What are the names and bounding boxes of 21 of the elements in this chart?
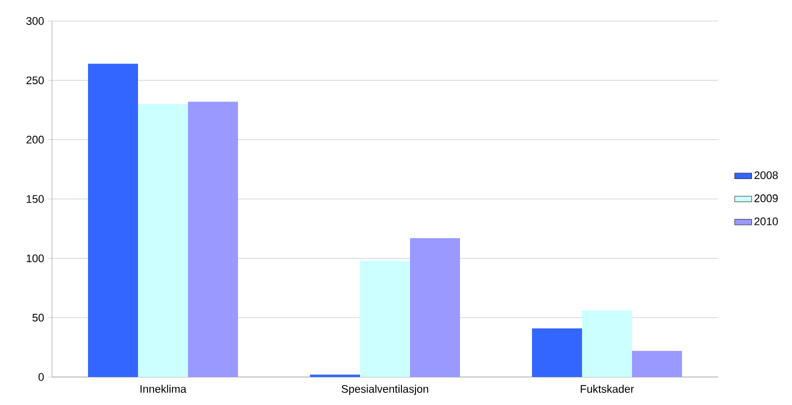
bar bbox=[632, 350, 682, 377]
y-tick-label: 50 bbox=[32, 314, 44, 322]
bar bbox=[410, 238, 460, 377]
bar bbox=[88, 64, 138, 377]
bar bbox=[532, 328, 582, 377]
y-tick-label: 250 bbox=[26, 76, 44, 84]
y-tick-label: 300 bbox=[26, 17, 44, 25]
legend-label: 2009 bbox=[754, 194, 778, 202]
x-tick-label: Spesialventilasjon bbox=[342, 384, 428, 395]
bar bbox=[360, 260, 410, 377]
legend-label: 2008 bbox=[754, 171, 778, 180]
bar bbox=[138, 104, 188, 377]
y-tick-label: 0 bbox=[38, 373, 44, 381]
x-tick-label: Fuktskader bbox=[580, 384, 634, 393]
y-tick-label: 100 bbox=[26, 254, 44, 262]
x-tick-label: Inneklima bbox=[140, 384, 186, 393]
bar bbox=[188, 102, 238, 377]
legend-label: 2010 bbox=[754, 218, 778, 226]
y-tick-label: 200 bbox=[26, 136, 44, 144]
bar bbox=[582, 310, 632, 377]
y-tick-label: 150 bbox=[26, 195, 44, 203]
